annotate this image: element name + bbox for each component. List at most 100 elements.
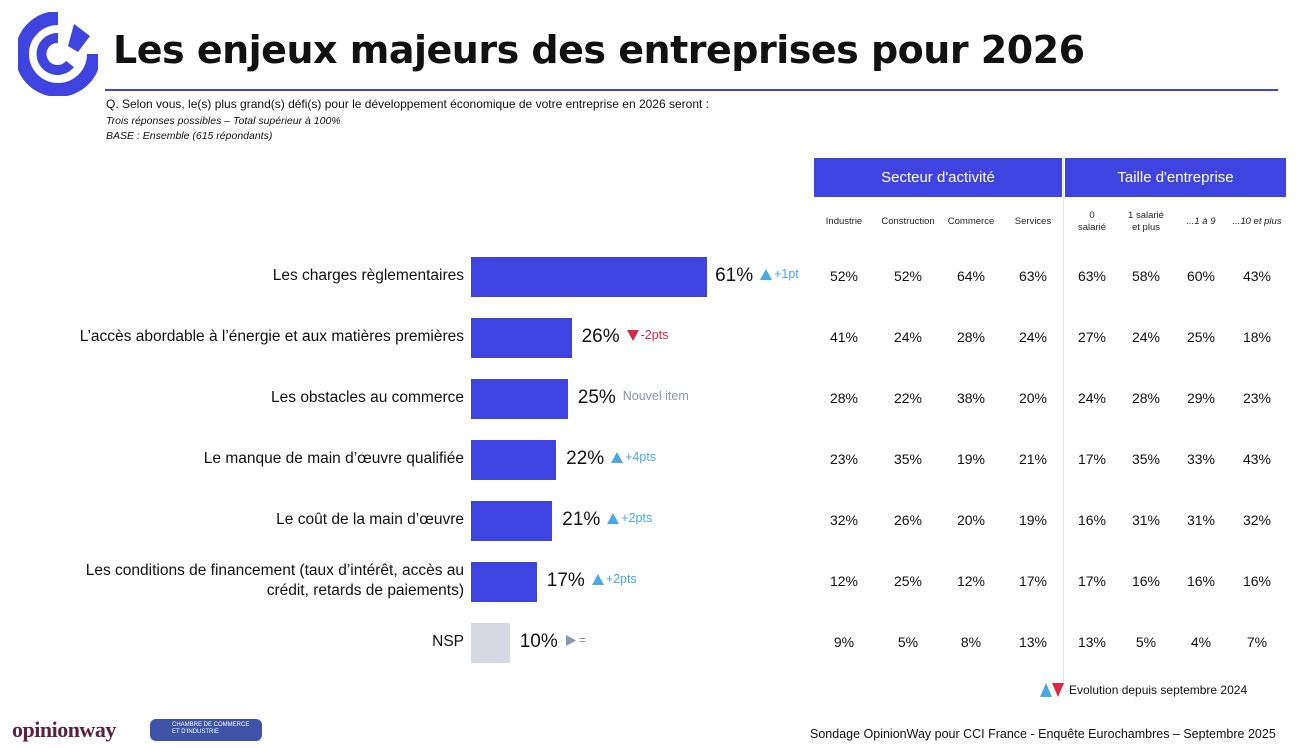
evolution-indicator: +4pts xyxy=(611,450,656,464)
table-cell: 24% xyxy=(1131,329,1161,345)
evolution-text: +2pts xyxy=(605,572,637,586)
table-cell: 24% xyxy=(1018,329,1048,345)
column-header: Construction xyxy=(881,216,935,227)
base-note: BASE : Ensemble (615 répondants) xyxy=(106,130,273,142)
table-cell: 32% xyxy=(829,512,859,528)
value-label: 61% xyxy=(715,265,754,286)
table-cell: 23% xyxy=(829,451,859,467)
column-header: Services xyxy=(1014,216,1052,227)
evolution-indicator: Nouvel item xyxy=(623,389,689,403)
table-cell: 43% xyxy=(1242,268,1272,284)
evolution-text: = xyxy=(578,633,586,647)
table-cell: 19% xyxy=(1018,512,1048,528)
evolution-text: +4pts xyxy=(625,450,657,464)
table-cell: 35% xyxy=(893,451,923,467)
group-header-secteur: Secteur d'activité xyxy=(814,158,1062,197)
table-cell: 27% xyxy=(1077,329,1107,345)
table-cell: 4% xyxy=(1190,634,1212,650)
arrow-up-icon xyxy=(591,573,604,585)
table-cell: 52% xyxy=(893,268,923,284)
table-cell: 18% xyxy=(1242,329,1272,345)
page-title: Les enjeux majeurs des entreprises pour … xyxy=(113,28,1085,72)
source-note: Sondage OpinionWay pour CCI France - Enq… xyxy=(810,727,1276,741)
value-label: 22% xyxy=(566,448,605,469)
arrow-up-icon xyxy=(611,451,624,463)
table-cell: 63% xyxy=(1018,268,1048,284)
table-cell: 19% xyxy=(956,451,986,467)
table-cell: 26% xyxy=(893,512,923,528)
column-header: Industrie xyxy=(825,216,863,227)
table-cell: 24% xyxy=(1077,390,1107,406)
table-cell: 16% xyxy=(1186,573,1216,589)
table-cell: 35% xyxy=(1131,451,1161,467)
table-cell: 12% xyxy=(829,573,859,589)
table-cell: 22% xyxy=(893,390,923,406)
table-cell: 28% xyxy=(829,390,859,406)
evolution-text: -2pts xyxy=(640,328,669,342)
evolution-indicator: -2pts xyxy=(626,328,669,342)
table-cell: 17% xyxy=(1077,451,1107,467)
opinionway-logo: opinionway xyxy=(12,717,116,742)
table-cell: 33% xyxy=(1186,451,1216,467)
table-cell: 5% xyxy=(1135,634,1157,650)
table-cell: 16% xyxy=(1242,573,1272,589)
title-divider xyxy=(105,89,1278,91)
table-cell: 21% xyxy=(1018,451,1048,467)
bar xyxy=(471,379,568,419)
value-label: 10% xyxy=(519,631,558,652)
cci-footer-logo: CHAMBRE DE COMMERCE ET D'INDUSTRIE xyxy=(150,719,262,741)
table-cell: 20% xyxy=(956,512,986,528)
evolution-text: +2pts xyxy=(621,511,653,525)
question: Q. Selon vous, le(s) plus grand(s) défi(… xyxy=(106,97,709,111)
table-cell: 43% xyxy=(1242,451,1272,467)
table-cell: 25% xyxy=(893,573,923,589)
table-cell: 16% xyxy=(1077,512,1107,528)
value-label: 25% xyxy=(577,387,616,408)
group-divider xyxy=(1063,158,1064,686)
table-cell: 9% xyxy=(833,634,855,650)
evolution-indicator: +2pts xyxy=(607,511,652,525)
table-cell: 63% xyxy=(1077,268,1107,284)
bar xyxy=(471,623,510,663)
table-cell: 31% xyxy=(1131,512,1161,528)
table-cell: 25% xyxy=(1186,329,1216,345)
response-note: Trois réponses possibles – Total supérie… xyxy=(106,115,341,127)
table-cell: 5% xyxy=(897,634,919,650)
bar xyxy=(471,318,572,358)
category-label: Les obstacles au commerce xyxy=(271,389,464,406)
table-cell: 13% xyxy=(1077,634,1107,650)
table-cell: 17% xyxy=(1077,573,1107,589)
table-cell: 8% xyxy=(960,634,982,650)
table-cell: 58% xyxy=(1131,268,1161,284)
category-label: Les charges règlementaires xyxy=(272,267,464,284)
table-cell: 52% xyxy=(829,268,859,284)
bar xyxy=(471,257,708,297)
table-cell: 29% xyxy=(1186,390,1216,406)
column-header: ...1 à 9 xyxy=(1186,216,1216,227)
category-label: NSP xyxy=(432,633,464,650)
table-cell: 7% xyxy=(1246,634,1268,650)
table-cell: 41% xyxy=(829,329,859,345)
legend-text: Evolution depuis septembre 2024 xyxy=(1069,683,1248,697)
cci-logo xyxy=(18,12,98,96)
table-cell: 31% xyxy=(1186,512,1216,528)
arrow-up-icon xyxy=(760,268,773,280)
table-cell: 16% xyxy=(1131,573,1161,589)
column-header: 1 salarié et plus xyxy=(1128,210,1164,233)
table-cell: 12% xyxy=(956,573,986,589)
table-cell: 64% xyxy=(956,268,986,284)
column-header: Commerce xyxy=(947,216,995,227)
evolution-arrows-icon xyxy=(1040,683,1064,697)
group-header-taille: Taille d'entreprise xyxy=(1065,158,1286,197)
table-cell: 23% xyxy=(1242,390,1272,406)
arrow-right-icon xyxy=(565,634,576,646)
arrow-up-icon xyxy=(607,512,620,524)
table-cell: 32% xyxy=(1242,512,1272,528)
category-label: Le coût de la main d’œuvre xyxy=(276,511,464,528)
value-label: 21% xyxy=(562,509,601,530)
table-cell: 20% xyxy=(1018,390,1048,406)
bar xyxy=(471,562,537,602)
column-header: ...10 et plus xyxy=(1232,216,1282,227)
table-cell: 24% xyxy=(893,329,923,345)
category-label: L’accès abordable à l’énergie et aux mat… xyxy=(79,328,464,345)
